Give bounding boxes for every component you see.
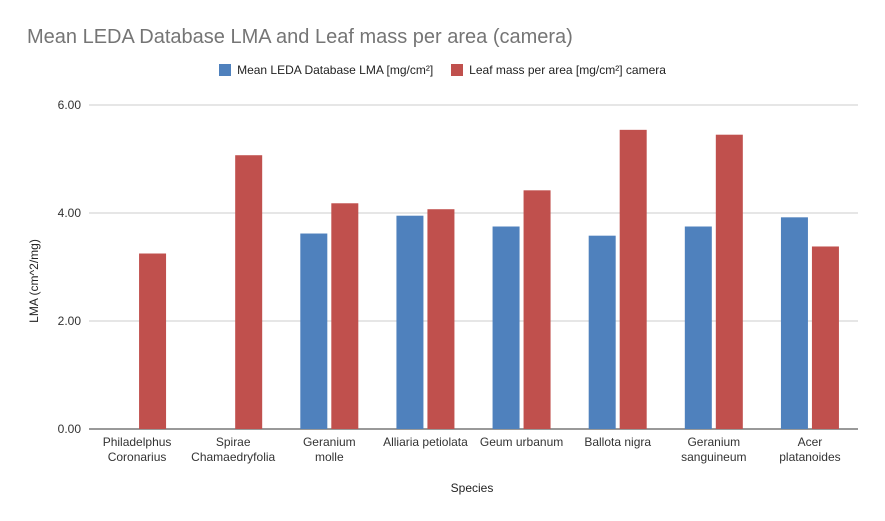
x-tick-label-line: Alliaria petiolata — [383, 435, 468, 449]
bar-camera-2 — [331, 203, 359, 429]
x-tick-label: Geranium sanguineum — [681, 435, 746, 464]
chart-title: Mean LEDA Database LMA and Leaf mass per… — [27, 26, 573, 48]
legend-item-camera: Leaf mass per area [mg/cm²] camera — [451, 63, 666, 77]
x-tick-label-line: Acer — [798, 435, 823, 449]
x-tick-label-line: Philadelphus — [103, 435, 172, 449]
x-tick-label: Alliaria petiolata — [383, 435, 468, 449]
bar-leda-5 — [588, 235, 616, 429]
x-tick-label: Geum urbanum — [480, 435, 563, 449]
x-tick-label-line: Coronarius — [108, 450, 167, 464]
bar-leda-6 — [684, 226, 712, 429]
bar-camera-5 — [619, 129, 647, 429]
bar-camera-4 — [523, 190, 551, 429]
y-axis-title: LMA (cm^2/mg) — [27, 239, 41, 323]
x-tick-label-line: Spirae — [216, 435, 251, 449]
legend: Mean LEDA Database LMA [mg/cm²] Leaf mas… — [0, 63, 885, 77]
x-tick-label-line: Ballota nigra — [584, 435, 651, 449]
x-axis-title: Species — [451, 481, 494, 495]
legend-item-leda: Mean LEDA Database LMA [mg/cm²] — [219, 63, 433, 77]
y-tick-label: 2.00 — [58, 314, 82, 328]
bar-camera-0 — [139, 253, 167, 429]
y-tick-label: 6.00 — [58, 98, 82, 112]
x-tick-label: Philadelphus Coronarius — [103, 435, 172, 464]
x-tick-label: Ballota nigra — [584, 435, 651, 449]
axis-labels: 0.00 2.00 4.00 6.00 Philadelphus Coronarius Sp… — [58, 98, 841, 464]
x-tick-label-line: Chamaedryfolia — [191, 450, 275, 464]
y-tick-label: 0.00 — [58, 422, 82, 436]
x-tick-label-line: Geranium — [303, 435, 356, 449]
x-tick-label: Acer platanoides — [779, 435, 840, 464]
bar-camera-3 — [427, 209, 455, 429]
bar-camera-1 — [235, 155, 263, 429]
y-tick-label: 4.00 — [58, 206, 82, 220]
bar-leda-7 — [780, 217, 808, 429]
legend-swatch-camera — [451, 64, 464, 76]
bar-camera-6 — [715, 134, 743, 429]
x-tick-label-line: Geum urbanum — [480, 435, 563, 449]
bar-leda-3 — [396, 215, 424, 429]
bar-leda-4 — [492, 226, 520, 429]
x-tick-label: Spirae Chamaedryfolia — [191, 435, 275, 464]
x-tick-label-line: molle — [315, 450, 344, 464]
x-tick-label-line: Geranium — [687, 435, 740, 449]
x-tick-label: Geranium molle — [303, 435, 356, 464]
bar-camera-7 — [811, 246, 839, 429]
legend-label-leda: Mean LEDA Database LMA [mg/cm²] — [237, 63, 434, 77]
legend-swatch-leda — [219, 64, 232, 76]
x-tick-label-line: platanoides — [779, 450, 840, 464]
x-tick-label-line: sanguineum — [681, 450, 746, 464]
bar-leda-2 — [300, 233, 328, 429]
bars — [139, 129, 839, 429]
legend-label-camera: Leaf mass per area [mg/cm²] camera — [469, 63, 666, 77]
